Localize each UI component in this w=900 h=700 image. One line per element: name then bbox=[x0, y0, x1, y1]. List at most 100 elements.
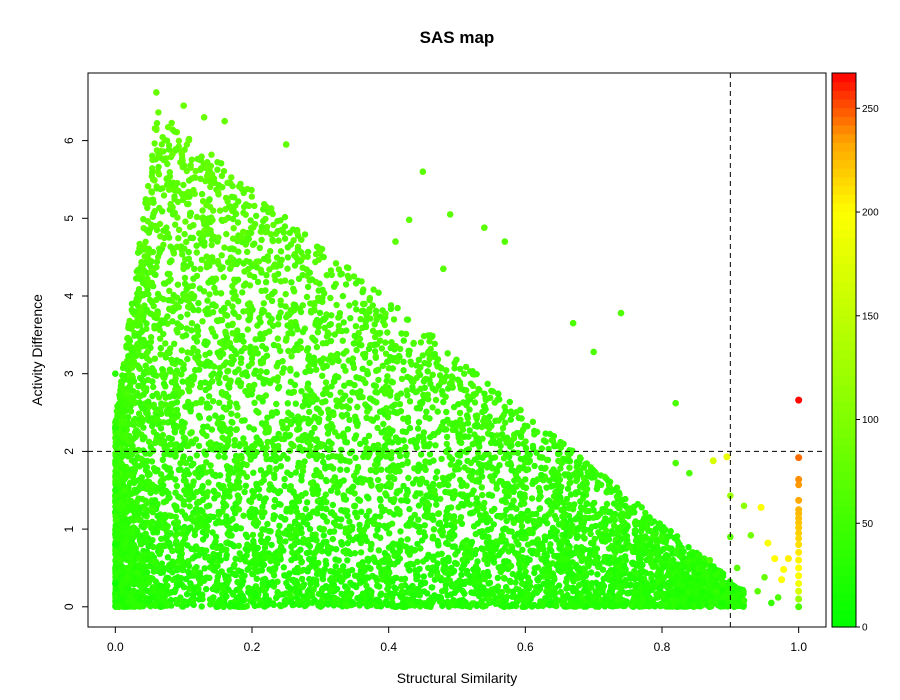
cloud-point bbox=[526, 578, 533, 586]
cloud-point bbox=[323, 499, 330, 506]
cloud-point bbox=[416, 528, 423, 536]
cloud-point bbox=[422, 458, 429, 465]
cloud-point bbox=[173, 406, 181, 413]
cloud-point bbox=[452, 551, 459, 558]
cloud-point bbox=[165, 234, 173, 241]
cloud-point bbox=[514, 440, 522, 448]
cloud-point bbox=[338, 516, 345, 523]
cloud-point bbox=[264, 520, 271, 528]
cloud-point bbox=[284, 265, 291, 272]
cloud-point bbox=[359, 307, 367, 314]
cloud-point bbox=[282, 538, 289, 545]
cloud-point bbox=[234, 219, 242, 226]
cloud-point bbox=[206, 415, 213, 422]
cloud-point bbox=[194, 348, 201, 355]
cloud-point bbox=[372, 353, 379, 360]
cloud-point bbox=[561, 471, 569, 478]
cloud-point bbox=[591, 552, 598, 559]
cloud-point bbox=[261, 544, 269, 551]
cloud-point bbox=[403, 387, 411, 394]
cloud-point bbox=[566, 464, 573, 471]
cloud-point bbox=[506, 398, 513, 406]
cloud-point bbox=[529, 418, 537, 425]
cloud-point bbox=[198, 190, 206, 198]
cloud-point bbox=[413, 444, 420, 451]
cloud-point bbox=[422, 466, 429, 473]
cloud-point bbox=[335, 322, 342, 330]
cloud-point bbox=[340, 563, 347, 570]
cloud-point bbox=[272, 559, 280, 566]
cloud-point bbox=[481, 499, 488, 507]
cloud-point bbox=[385, 357, 393, 364]
cloud-point bbox=[359, 563, 366, 570]
cloud-point bbox=[229, 330, 236, 337]
cloud-point bbox=[217, 290, 225, 297]
cloud-point bbox=[349, 355, 357, 362]
cloud-point bbox=[441, 478, 448, 485]
cloud-point bbox=[147, 334, 155, 341]
cloud-point bbox=[382, 339, 389, 346]
cloud-point bbox=[247, 217, 254, 224]
cloud-point bbox=[323, 333, 331, 340]
cloud-point bbox=[650, 518, 658, 525]
cloud-point bbox=[397, 537, 405, 544]
cloud-point bbox=[638, 504, 645, 511]
cloud-point bbox=[519, 426, 527, 433]
cloud-point bbox=[243, 447, 250, 455]
cloud-point bbox=[484, 380, 491, 387]
cloud-point bbox=[171, 377, 179, 384]
cloud-point bbox=[475, 439, 482, 447]
cloud-point bbox=[357, 440, 364, 448]
cloud-point bbox=[180, 498, 187, 505]
cloud-point bbox=[168, 119, 175, 127]
cloud-point bbox=[383, 377, 390, 385]
cloud-point bbox=[163, 528, 170, 536]
cloud-point bbox=[482, 396, 490, 404]
cloud-point bbox=[216, 207, 224, 214]
cloud-point bbox=[479, 435, 486, 442]
cloud-point bbox=[234, 327, 241, 334]
cloud-point bbox=[198, 256, 206, 263]
cloud-point bbox=[251, 602, 258, 610]
cloud-point bbox=[503, 450, 511, 457]
cloud-point bbox=[442, 393, 449, 400]
cloud-point bbox=[346, 397, 354, 404]
cloud-point bbox=[593, 485, 601, 493]
cloud-point bbox=[175, 303, 182, 311]
cloud-point bbox=[351, 572, 359, 579]
cloud-point bbox=[351, 435, 358, 442]
cloud-point bbox=[164, 160, 171, 168]
cloud-point bbox=[443, 433, 451, 441]
cloud-point bbox=[160, 330, 167, 338]
cloud-point bbox=[531, 462, 538, 470]
cloud-point bbox=[451, 365, 458, 372]
cloud-point bbox=[267, 456, 275, 463]
cloud-point bbox=[229, 515, 236, 523]
cloud-point bbox=[209, 309, 217, 316]
cloud-point bbox=[293, 371, 300, 378]
cloud-point bbox=[144, 348, 151, 355]
cloud-point bbox=[398, 375, 406, 383]
cloud-point bbox=[463, 567, 471, 575]
cloud-point bbox=[350, 472, 358, 480]
cloud-point bbox=[187, 209, 195, 217]
cloud-point bbox=[157, 351, 164, 358]
cloud-point bbox=[488, 455, 495, 462]
cloud-point bbox=[414, 540, 421, 548]
cloud-point bbox=[474, 558, 481, 565]
cloud-point bbox=[178, 347, 185, 354]
cloud-point bbox=[218, 160, 225, 167]
cloud-point bbox=[244, 248, 251, 256]
cloud-point bbox=[558, 542, 565, 549]
cloud-point bbox=[350, 364, 358, 371]
cloud-point bbox=[284, 469, 291, 476]
cloud-point bbox=[414, 523, 421, 530]
cloud-point bbox=[304, 253, 311, 260]
cloud-point bbox=[507, 443, 514, 450]
cloud-point bbox=[354, 403, 361, 411]
cloud-point bbox=[319, 452, 326, 460]
cloud-point bbox=[338, 539, 345, 546]
cloud-point bbox=[285, 347, 292, 355]
cloud-point bbox=[341, 382, 348, 389]
cloud-point bbox=[404, 459, 411, 467]
